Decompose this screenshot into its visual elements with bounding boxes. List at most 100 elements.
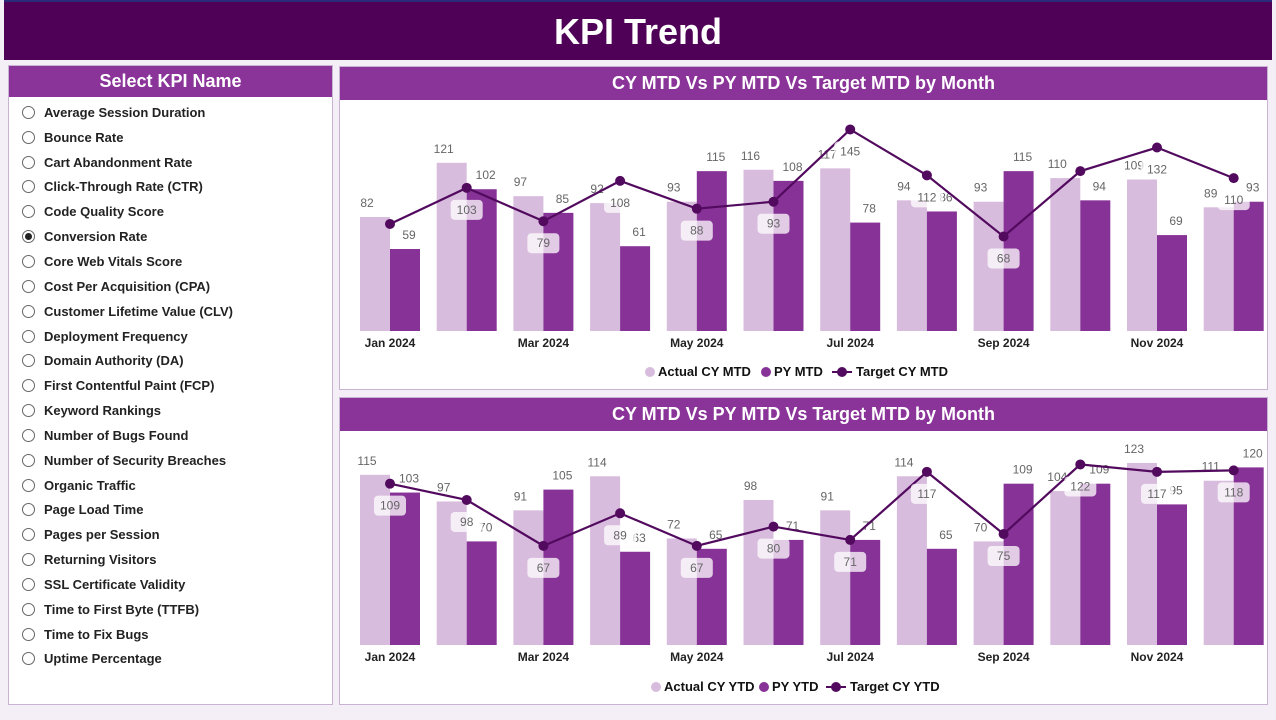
target-data-label: 110 [1224, 193, 1243, 207]
py-data-label: 115 [706, 150, 725, 164]
x-tick-label: May 2024 [670, 336, 724, 350]
target-data-label: 88 [690, 224, 704, 238]
radio-checked-icon[interactable] [22, 230, 35, 244]
kpi-option[interactable]: Organic Traffic [9, 473, 332, 498]
actual-data-label: 116 [741, 149, 760, 163]
radio-unchecked-icon[interactable] [22, 528, 35, 542]
target-line [389, 463, 1234, 548]
target-data-label: 118 [1224, 485, 1243, 499]
kpi-option[interactable]: Average Session Duration [9, 100, 332, 125]
x-tick-label: Jan 2024 [365, 336, 416, 350]
actual-data-label: 82 [360, 196, 374, 210]
kpi-option-label: Keyword Rankings [44, 403, 162, 419]
actual-bar [896, 476, 927, 645]
kpi-option-label: Number of Bugs Found [44, 427, 189, 443]
py-bar [543, 212, 574, 331]
actual-data-label: 91 [821, 489, 835, 503]
kpi-option[interactable]: SSL Certificate Validity [9, 572, 332, 597]
radio-unchecked-icon[interactable] [22, 379, 35, 393]
kpi-list: Average Session Duration Bounce Rate Cart … [9, 97, 332, 671]
py-bar [390, 248, 420, 331]
kpi-option[interactable]: Pages per Session [9, 522, 332, 547]
py-data-label: 120 [1243, 446, 1263, 460]
kpi-option-label: Bounce Rate [44, 129, 124, 145]
target-point [691, 203, 702, 214]
kpi-option[interactable]: Returning Visitors [9, 547, 332, 572]
py-data-label: 105 [552, 469, 572, 483]
kpi-option[interactable]: Domain Authority (DA) [9, 348, 332, 373]
x-tick-label: Jul 2024 [827, 650, 875, 664]
target-label-box [910, 483, 943, 504]
py-bar [1080, 483, 1111, 645]
kpi-option[interactable]: Number of Security Breaches [9, 448, 332, 473]
radio-unchecked-icon[interactable] [22, 652, 35, 666]
radio-unchecked-icon[interactable] [22, 105, 35, 119]
kpi-option[interactable]: Bounce Rate [9, 125, 332, 150]
kpi-option[interactable]: Click-Through Rate (CTR) [9, 175, 332, 200]
actual-data-label: 98 [744, 479, 758, 493]
target-data-label: 67 [537, 561, 551, 575]
actual-data-label: 114 [588, 455, 607, 469]
actual-data-label: 109 [1124, 158, 1144, 172]
kpi-option[interactable]: Number of Bugs Found [9, 423, 332, 448]
target-line [389, 128, 1235, 238]
kpi-option[interactable]: Keyword Rankings [9, 398, 332, 423]
x-tick-label: Sep 2024 [978, 336, 1030, 350]
py-data-label: 85 [556, 192, 570, 206]
actual-data-label: 121 [434, 142, 454, 156]
kpi-option[interactable]: Core Web Vitals Score [9, 249, 332, 274]
kpi-option[interactable]: Cost Per Acquisition (CPA) [9, 274, 332, 299]
radio-unchecked-icon[interactable] [22, 155, 35, 169]
target-data-label: 98 [460, 515, 474, 529]
kpi-option[interactable]: First Contentful Paint (FCP) [9, 373, 332, 398]
kpi-option[interactable]: Cart Abandonment Rate [9, 150, 332, 175]
kpi-option-label: Domain Authority (DA) [44, 353, 184, 369]
kpi-option[interactable]: Page Load Time [9, 498, 332, 523]
radio-unchecked-icon[interactable] [22, 354, 35, 368]
radio-unchecked-icon[interactable] [22, 453, 35, 467]
kpi-option-label: Click-Through Rate (CTR) [44, 179, 203, 195]
kpi-option[interactable]: Customer Lifetime Value (CLV) [9, 299, 332, 324]
radio-unchecked-icon[interactable] [22, 304, 35, 318]
kpi-option[interactable]: Code Quality Score [9, 199, 332, 224]
kpi-option[interactable]: Time to Fix Bugs [9, 622, 332, 647]
kpi-option[interactable]: Conversion Rate [9, 224, 332, 249]
legend-py-icon [759, 682, 769, 692]
ytd-chart-panel: CY MTD Vs PY MTD Vs Target MTD by Month … [339, 397, 1268, 705]
radio-unchecked-icon[interactable] [22, 553, 35, 567]
py-bar [620, 551, 651, 645]
radio-unchecked-icon[interactable] [22, 130, 35, 144]
py-data-label: 65 [709, 528, 723, 542]
radio-unchecked-icon[interactable] [22, 254, 35, 268]
radio-unchecked-icon[interactable] [22, 180, 35, 194]
radio-unchecked-icon[interactable] [22, 627, 35, 641]
kpi-option[interactable]: Uptime Percentage [9, 647, 332, 672]
actual-data-label: 115 [357, 454, 376, 468]
radio-unchecked-icon[interactable] [22, 577, 35, 591]
target-data-label: 67 [690, 561, 704, 575]
legend-py-icon [761, 367, 771, 377]
radio-unchecked-icon[interactable] [22, 279, 35, 293]
radio-unchecked-icon[interactable] [22, 602, 35, 616]
radio-unchecked-icon[interactable] [22, 404, 35, 418]
target-label-box [604, 192, 637, 213]
py-bar [1233, 201, 1264, 331]
py-data-label: 103 [399, 472, 419, 486]
kpi-option[interactable]: Time to First Byte (TTFB) [9, 597, 332, 622]
target-data-label: 71 [844, 555, 858, 569]
radio-unchecked-icon[interactable] [22, 205, 35, 219]
kpi-option[interactable]: Deployment Frequency [9, 324, 332, 349]
x-tick-label: Nov 2024 [1131, 336, 1184, 350]
actual-bar [666, 538, 697, 645]
radio-unchecked-icon[interactable] [22, 478, 35, 492]
kpi-option-label: SSL Certificate Validity [44, 576, 186, 592]
actual-bar [1050, 178, 1081, 331]
page-header: KPI Trend [4, 0, 1272, 60]
radio-unchecked-icon[interactable] [22, 329, 35, 343]
target-data-label: 109 [380, 499, 400, 513]
target-point [538, 216, 549, 227]
radio-unchecked-icon[interactable] [22, 428, 35, 442]
target-point [1152, 466, 1162, 477]
radio-unchecked-icon[interactable] [22, 503, 35, 517]
target-data-label: 89 [613, 528, 627, 542]
